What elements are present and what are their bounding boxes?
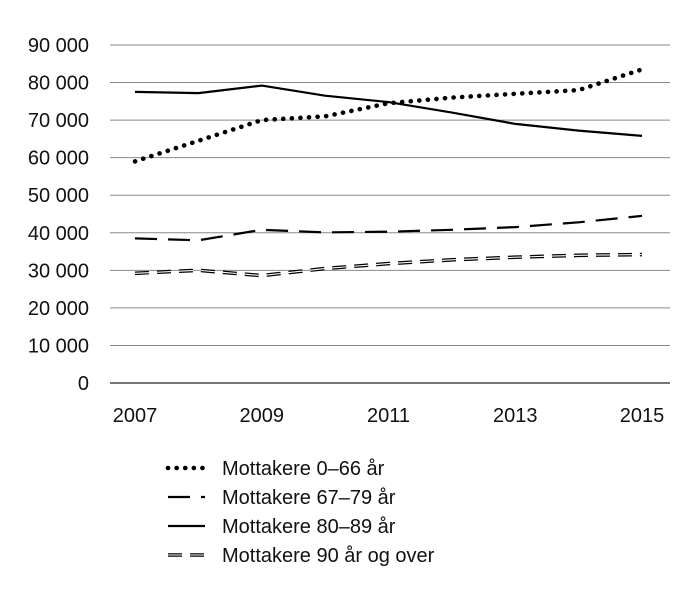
x-tick-label: 2009	[240, 405, 285, 427]
series-line-3	[134, 84, 643, 137]
y-tick-label: 70 000	[28, 110, 89, 132]
legend-label: Mottakere 80–89 år	[222, 516, 396, 538]
series-line-4	[134, 252, 643, 278]
legend-entry: Mottakere 0–66 år	[165, 458, 385, 480]
gridlines	[110, 44, 670, 384]
y-tick-label: 20 000	[28, 298, 89, 320]
y-tick-label: 80 000	[28, 73, 89, 95]
series-line-2	[134, 214, 643, 242]
legend-label: Mottakere 67–79 år	[222, 487, 396, 509]
y-tick-label: 30 000	[28, 260, 89, 282]
y-tick-label: 50 000	[28, 185, 89, 207]
legend-entry: Mottakere 90 år og over	[168, 545, 435, 567]
x-tick-label: 2015	[620, 405, 665, 427]
y-tick-label: 0	[78, 373, 89, 395]
y-tick-label: 90 000	[28, 35, 89, 57]
y-tick-label: 10 000	[28, 335, 89, 357]
y-tick-label: 40 000	[28, 223, 89, 245]
legend: Mottakere 0–66 år Mottakere 67–79 år Motta…	[165, 458, 435, 567]
x-tick-label: 2013	[493, 405, 538, 427]
y-axis-tick-labels: 0 10 000 20 000 30 000 40 000 50 000 60 000 70 …	[28, 35, 89, 395]
series-line-4-inner	[134, 254, 643, 277]
y-tick-label: 60 000	[28, 148, 89, 170]
x-tick-label: 2011	[367, 405, 410, 427]
legend-entry: Mottakere 80–89 år	[168, 516, 396, 538]
x-tick-label: 2007	[113, 405, 158, 427]
series-lines	[132, 67, 645, 278]
legend-entry: Mottakere 67–79 år	[168, 487, 396, 509]
legend-label: Mottakere 90 år og over	[222, 545, 435, 567]
series-line-1	[132, 67, 645, 164]
legend-label: Mottakere 0–66 år	[222, 458, 385, 480]
x-axis-tick-labels: 2007 2009 2011 2013 2015	[113, 405, 665, 427]
